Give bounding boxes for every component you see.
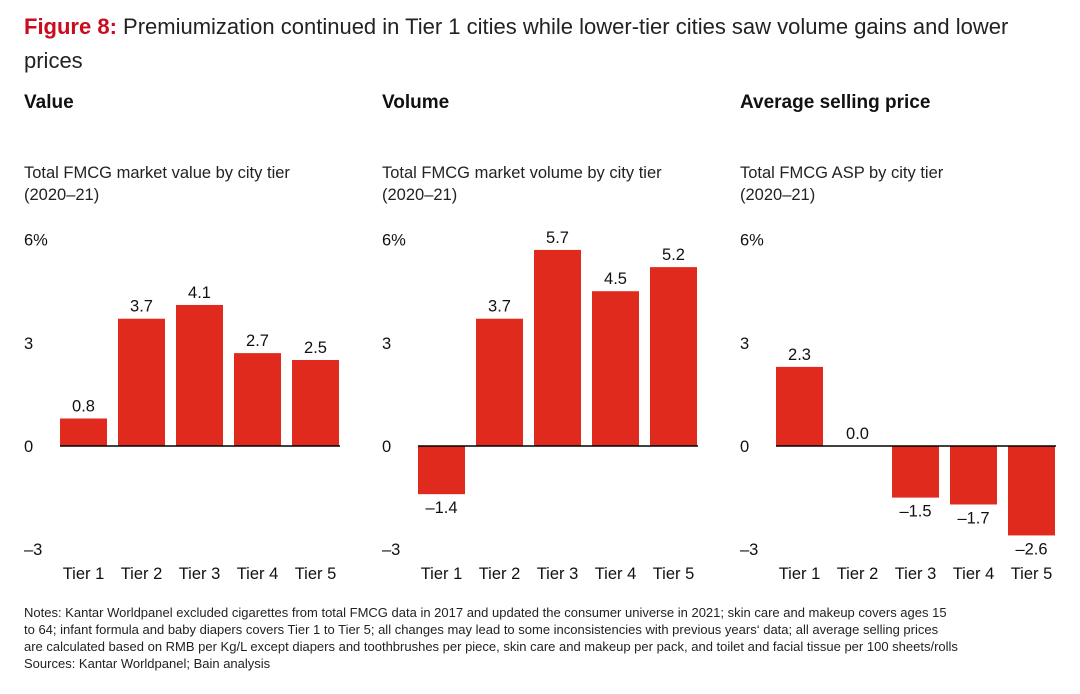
category-label: Tier 1: [63, 565, 105, 583]
bar-value-label: –1.7: [957, 509, 989, 527]
bar-value-label: –1.4: [425, 499, 457, 517]
category-label: Tier 3: [179, 565, 221, 583]
category-label: Tier 4: [595, 565, 637, 583]
category-label: Tier 2: [837, 565, 879, 583]
category-label: Tier 3: [537, 565, 579, 583]
bar: [118, 318, 165, 446]
value-bar-chart: 6% 3 0 –3 0.8 Tier 1 3.7 Tier 2 4.1 Tier 3 2.7 Tier…: [24, 232, 340, 583]
bar: [592, 291, 639, 446]
figure-label: Figure 8:: [24, 14, 117, 39]
notes-line: to 64; infant formula and baby diapers c…: [24, 622, 939, 637]
y-tick-label: 0: [740, 438, 749, 456]
category-label: Tier 5: [295, 565, 337, 583]
bar: [292, 360, 339, 446]
panel-subtitle-line: Total FMCG market value by city tier: [24, 164, 290, 182]
bar-value-label: 3.7: [488, 298, 511, 316]
panel-subtitle-line: Total FMCG ASP by city tier: [740, 164, 944, 182]
bar: [234, 353, 281, 446]
bar: [534, 249, 581, 446]
category-label: Tier 1: [421, 565, 463, 583]
y-tick-label: 0: [382, 438, 391, 456]
y-tick-label: 6%: [24, 232, 48, 250]
y-tick-label: –3: [382, 541, 400, 559]
panel-heading: Value: [24, 92, 74, 113]
bar: [950, 446, 997, 505]
panel-subtitle: Total FMCG market value by city tier (20…: [24, 162, 290, 206]
bar: [776, 366, 823, 446]
bar-value-label: 2.3: [788, 346, 811, 364]
volume-panel: Volume Total FMCG market volume by city …: [382, 92, 722, 592]
bar: [60, 418, 107, 446]
bar-value-label: 4.5: [604, 270, 627, 288]
y-tick-label: 6%: [740, 232, 764, 250]
panel-subtitle: Total FMCG ASP by city tier (2020–21): [740, 162, 943, 206]
panel-heading: Volume: [382, 92, 450, 113]
category-label: Tier 5: [653, 565, 695, 583]
figure-title: Figure 8: Premiumization continued in Ti…: [24, 10, 1054, 78]
notes-line: Notes: Kantar Worldpanel excluded cigare…: [24, 605, 947, 620]
category-label: Tier 1: [779, 565, 821, 583]
bar: [418, 446, 465, 495]
y-tick-label: –3: [24, 541, 42, 559]
category-label: Tier 2: [479, 565, 521, 583]
asp-panel: Average selling price Total FMCG ASP by …: [740, 92, 1080, 592]
category-label: Tier 4: [237, 565, 279, 583]
bar-value-label: 3.7: [130, 298, 153, 316]
bar: [892, 446, 939, 498]
bar: [176, 304, 223, 446]
bar-value-label: 5.2: [662, 246, 685, 264]
notes-line: are calculated based on RMB per Kg/L exc…: [24, 639, 958, 654]
panel-subtitle-period: (2020–21): [382, 186, 458, 204]
category-label: Tier 2: [121, 565, 163, 583]
bar: [650, 267, 697, 446]
y-tick-label: 0: [24, 438, 33, 456]
y-tick-label: 3: [740, 335, 749, 353]
panel-subtitle: Total FMCG market volume by city tier (2…: [382, 162, 662, 206]
volume-bar-chart: 6% 3 0 –3 –1.4 Tier 1 3.7 Tier 2 5.7 Tier 3 4.5 Tie…: [382, 229, 698, 583]
figure-title-text: Premiumization continued in Tier 1 citie…: [24, 14, 1009, 73]
bar-value-label: 0.8: [72, 397, 95, 415]
category-label: Tier 4: [953, 565, 995, 583]
category-label: Tier 3: [895, 565, 937, 583]
y-tick-label: 3: [24, 335, 33, 353]
panel-subtitle-line: Total FMCG market volume by city tier: [382, 164, 662, 182]
notes: Notes: Kantar Worldpanel excluded cigare…: [24, 604, 1064, 672]
y-tick-label: 6%: [382, 232, 406, 250]
sources-line: Sources: Kantar Worldpanel; Bain analysi…: [24, 656, 271, 671]
panel-subtitle-period: (2020–21): [24, 186, 100, 204]
y-tick-label: 3: [382, 335, 391, 353]
bar: [1008, 446, 1055, 536]
category-label: Tier 5: [1011, 565, 1053, 583]
value-panel: Value Total FMCG market value by city ti…: [24, 92, 364, 592]
panel-subtitle-period: (2020–21): [740, 186, 816, 204]
bar-value-label: 0.0: [846, 425, 869, 443]
bar-value-label: 2.7: [246, 332, 269, 350]
bar-value-label: 5.7: [546, 229, 569, 247]
asp-bar-chart: 6% 3 0 –3 2.3 Tier 1 0.0 Tier 2 –1.5 Tier 3 –1.7 Ti…: [740, 232, 1056, 583]
bar-value-label: –1.5: [899, 503, 931, 521]
bar-value-label: –2.6: [1015, 540, 1047, 558]
bar-value-label: 4.1: [188, 284, 211, 302]
panel-heading: Average selling price: [740, 92, 931, 113]
y-tick-label: –3: [740, 541, 758, 559]
bar-value-label: 2.5: [304, 339, 327, 357]
bar: [476, 318, 523, 446]
